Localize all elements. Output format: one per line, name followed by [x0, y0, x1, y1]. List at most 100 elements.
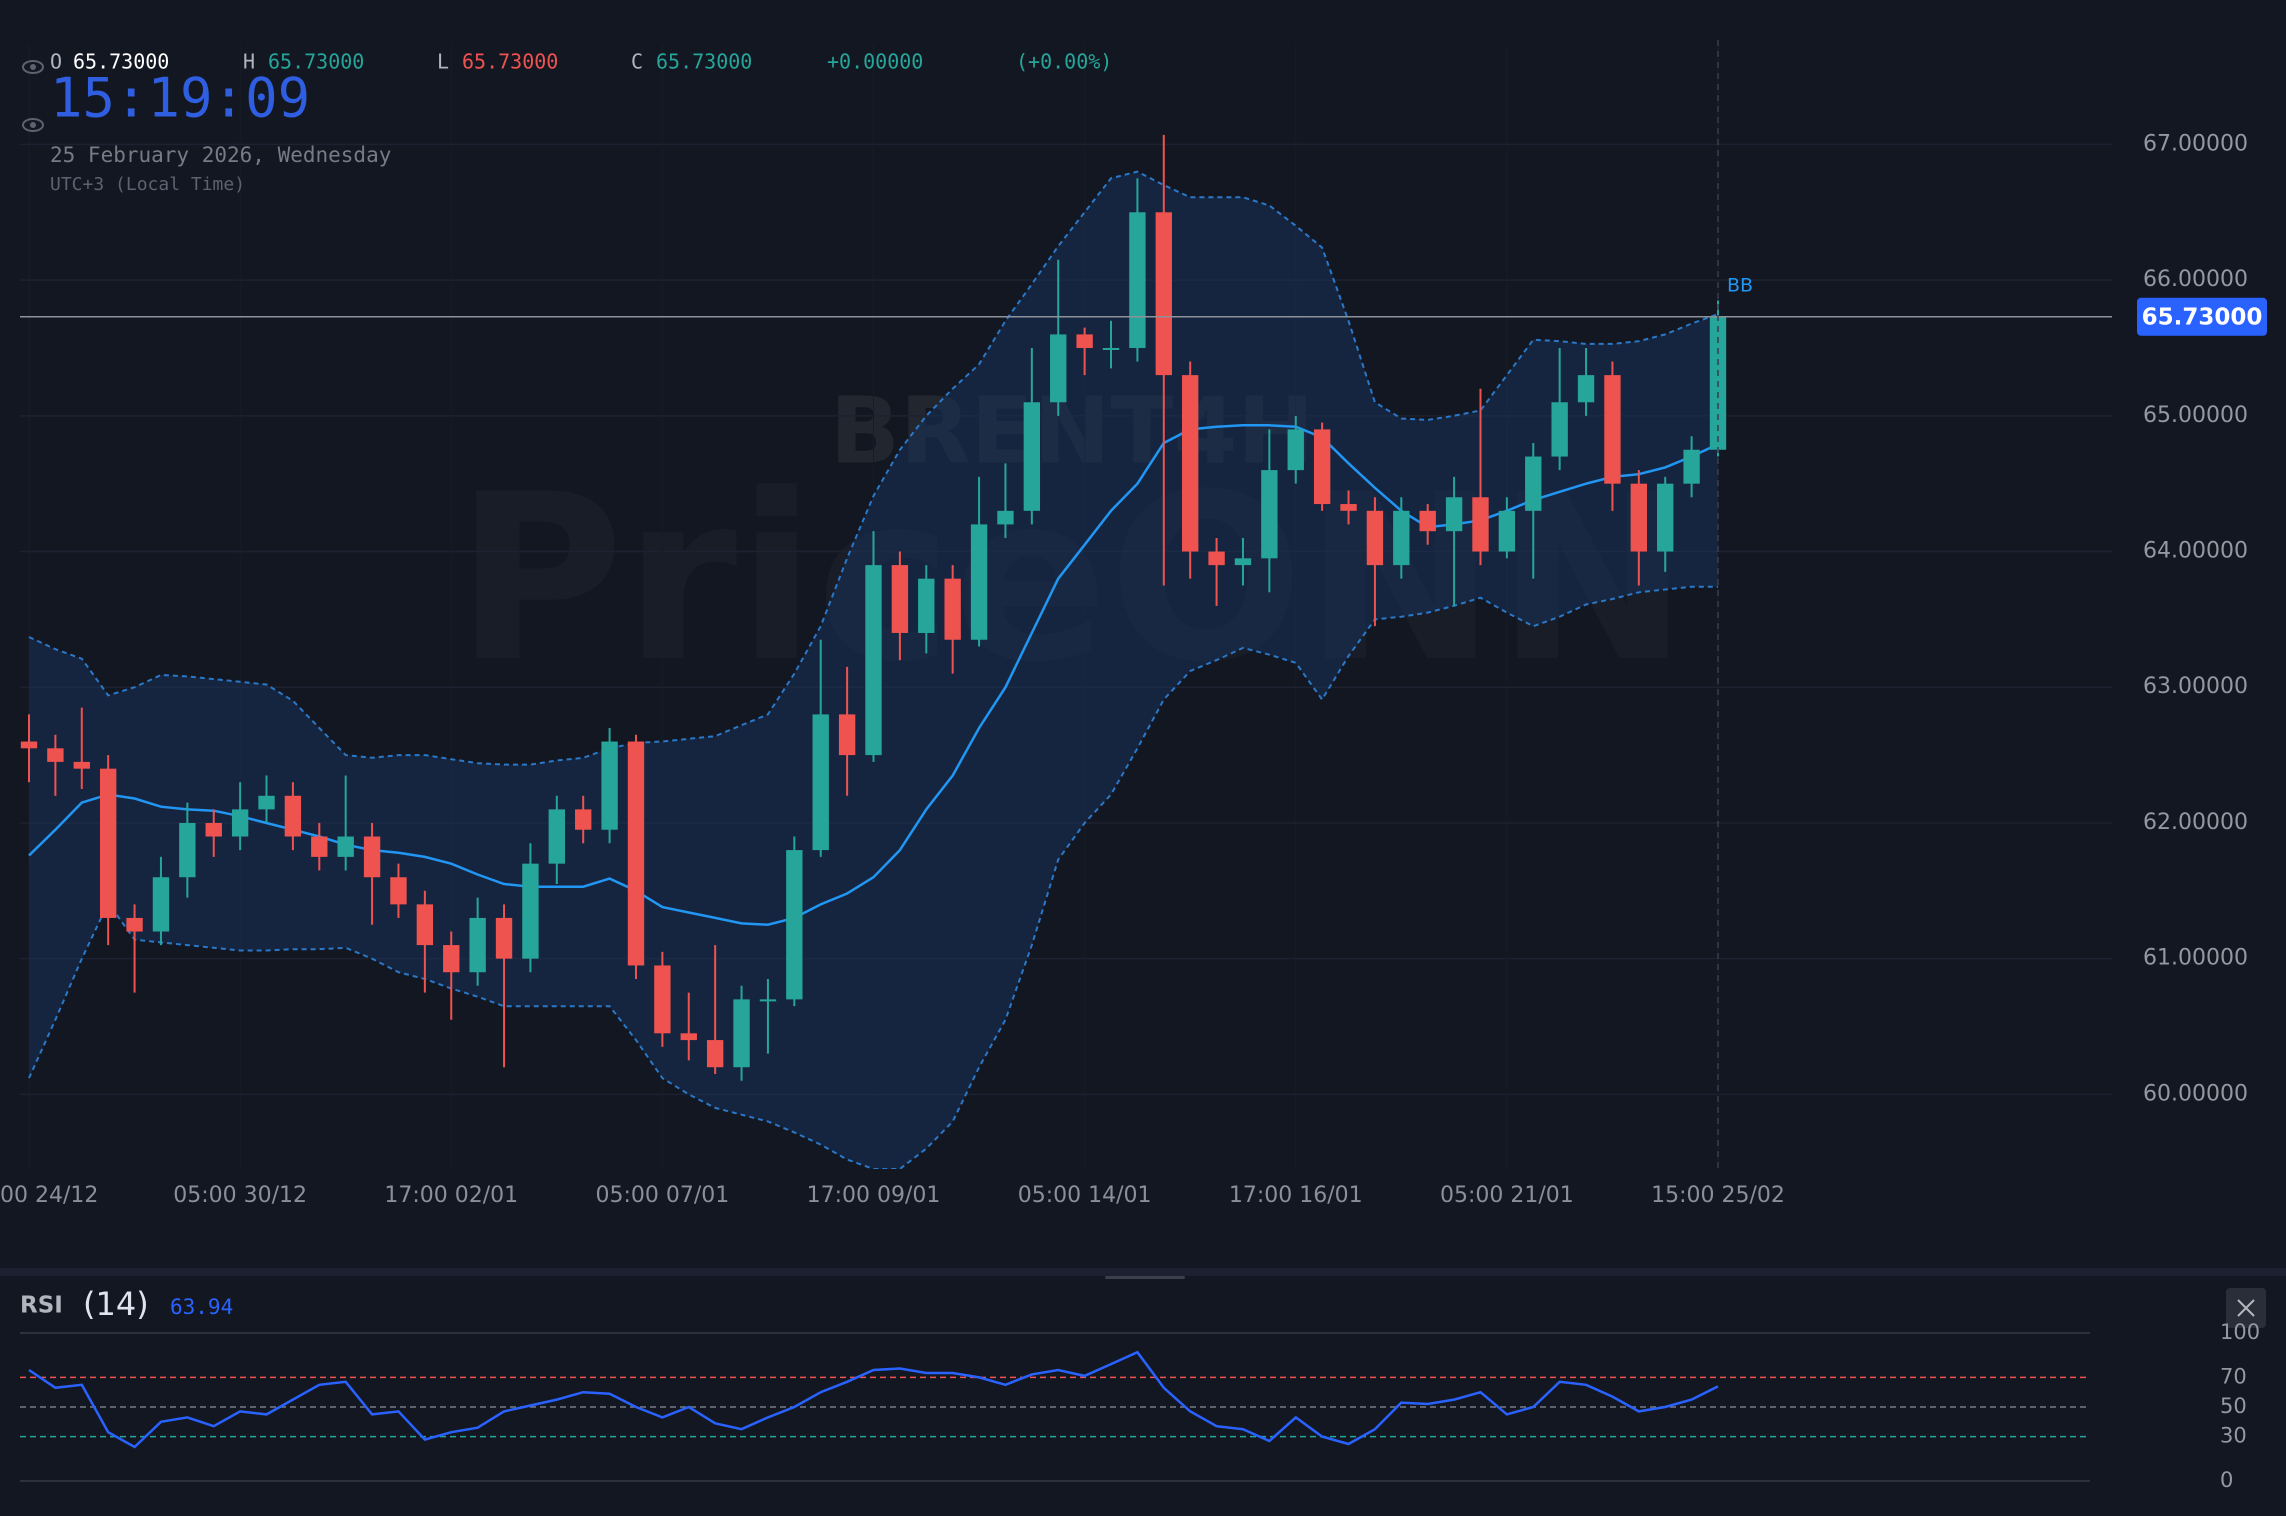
x-tick-label: 15:00 25/02	[1651, 1183, 1785, 1208]
candle-body	[179, 822, 196, 878]
x-tick-label: 05:00 07/01	[595, 1183, 729, 1208]
panel-separator[interactable]	[0, 1268, 2286, 1276]
eye-icon[interactable]	[22, 60, 44, 74]
candle-body	[1023, 402, 1041, 511]
x-tick-label: 17:00 02/01	[384, 1183, 518, 1208]
candle-body	[944, 578, 961, 640]
candle-body	[1366, 510, 1384, 566]
x-tick-label: 17:00 09/01	[807, 1183, 941, 1208]
y-tick-label: 67.00000	[2143, 131, 2248, 156]
candle-body	[416, 904, 434, 946]
candle-body	[1551, 402, 1568, 457]
candle-body	[1340, 504, 1357, 511]
candle-body	[1287, 429, 1304, 471]
candle-body	[1604, 375, 1621, 484]
change-percent: (+0.00%)	[1016, 50, 1112, 74]
rsi-tick-label: 100	[2220, 1320, 2260, 1344]
close-value: 65.73000	[656, 50, 752, 74]
x-tick-label: 00 24/12	[0, 1183, 98, 1208]
candle-body	[469, 917, 486, 973]
candle-body	[627, 741, 645, 966]
candle-body	[838, 714, 856, 756]
candle-body	[73, 761, 90, 769]
price-plot	[20, 44, 2112, 1169]
x-tick-label: 05:00 21/01	[1440, 1183, 1574, 1208]
candle-body	[1182, 375, 1199, 552]
candle-body	[231, 809, 249, 837]
candle-body	[495, 917, 513, 959]
clock: 15:19:09	[50, 67, 310, 130]
candle-body	[1472, 497, 1489, 552]
candle-body	[759, 999, 777, 1002]
candle-body	[337, 836, 354, 857]
candle-body	[1129, 212, 1146, 348]
low-label: L	[437, 50, 449, 74]
rsi-tick-label: 30	[2220, 1424, 2247, 1448]
y-tick-label: 66.00000	[2143, 267, 2248, 292]
candle-body	[1393, 510, 1410, 566]
candle-body	[865, 565, 882, 756]
axes: 60.00000 61.00000 62.00000 63.00000 64.00000…	[0, 40, 2267, 1208]
y-tick-label: 60.00000	[2143, 1081, 2248, 1106]
rsi-period: (14)	[83, 1285, 149, 1323]
candle-body	[1050, 334, 1067, 403]
rsi-line	[28, 1350, 1719, 1449]
candle-body	[99, 768, 117, 918]
candle-body	[997, 510, 1014, 525]
rsi-title: RSI	[20, 1293, 63, 1319]
candle-body	[1208, 551, 1225, 566]
candle-body	[1525, 456, 1542, 511]
candle-body	[1498, 510, 1516, 552]
high-label: H	[243, 50, 255, 74]
candle-body	[918, 578, 935, 633]
candle-body	[126, 917, 143, 932]
y-tick-label: 64.00000	[2143, 539, 2248, 564]
candle-body	[1419, 510, 1436, 532]
candle-body	[390, 877, 407, 905]
candle-body	[891, 565, 909, 633]
candle-body	[258, 795, 275, 810]
band-lower	[28, 585, 1718, 1169]
open-value: 65.73000	[73, 50, 169, 74]
band-upper	[28, 170, 1719, 766]
rsi-tick-label: 50	[2220, 1394, 2247, 1418]
y-tick-label: 61.00000	[2143, 946, 2248, 971]
eye-icon[interactable]	[22, 118, 44, 132]
candle-body	[47, 748, 64, 762]
candle-body	[1630, 483, 1648, 552]
rsi-value: 63.94	[170, 1295, 233, 1319]
candle-body	[1445, 497, 1463, 532]
candle-body	[812, 714, 829, 851]
candle-body	[1076, 334, 1093, 348]
change-value: +0.00000	[827, 50, 923, 74]
candle-body	[311, 836, 328, 857]
rsi-tick-label: 0	[2220, 1468, 2233, 1492]
close-button[interactable]	[2226, 1288, 2266, 1328]
y-tick-label: 65.00000	[2143, 403, 2248, 428]
candle-body	[601, 741, 618, 830]
candle-body	[575, 809, 592, 830]
y-tick-label: 63.00000	[2143, 674, 2248, 699]
candle-body	[680, 1033, 697, 1041]
band-middle	[28, 424, 1719, 926]
candle-body	[1261, 470, 1278, 559]
last-price-tag	[2137, 297, 2267, 336]
candle-body	[786, 850, 803, 1000]
y-tick-label: 62.00000	[2143, 810, 2248, 835]
candle-body	[363, 836, 381, 878]
ohlc-header: O 65.73000 H 65.73000 L 65.73000 C 65.73…	[50, 50, 1112, 74]
candle-body	[970, 524, 988, 640]
x-tick-label: 05:00 30/12	[173, 1183, 307, 1208]
candle-body	[1234, 558, 1252, 566]
low-value: 65.73000	[462, 50, 558, 74]
candle-body	[548, 809, 565, 864]
resize-handle[interactable]	[1105, 1276, 1185, 1279]
candle-body	[443, 945, 460, 973]
date: 25 February 2026, Wednesday	[50, 143, 391, 167]
high-value: 65.73000	[268, 50, 364, 74]
candle-body	[152, 877, 170, 932]
candle-body	[706, 1040, 724, 1068]
